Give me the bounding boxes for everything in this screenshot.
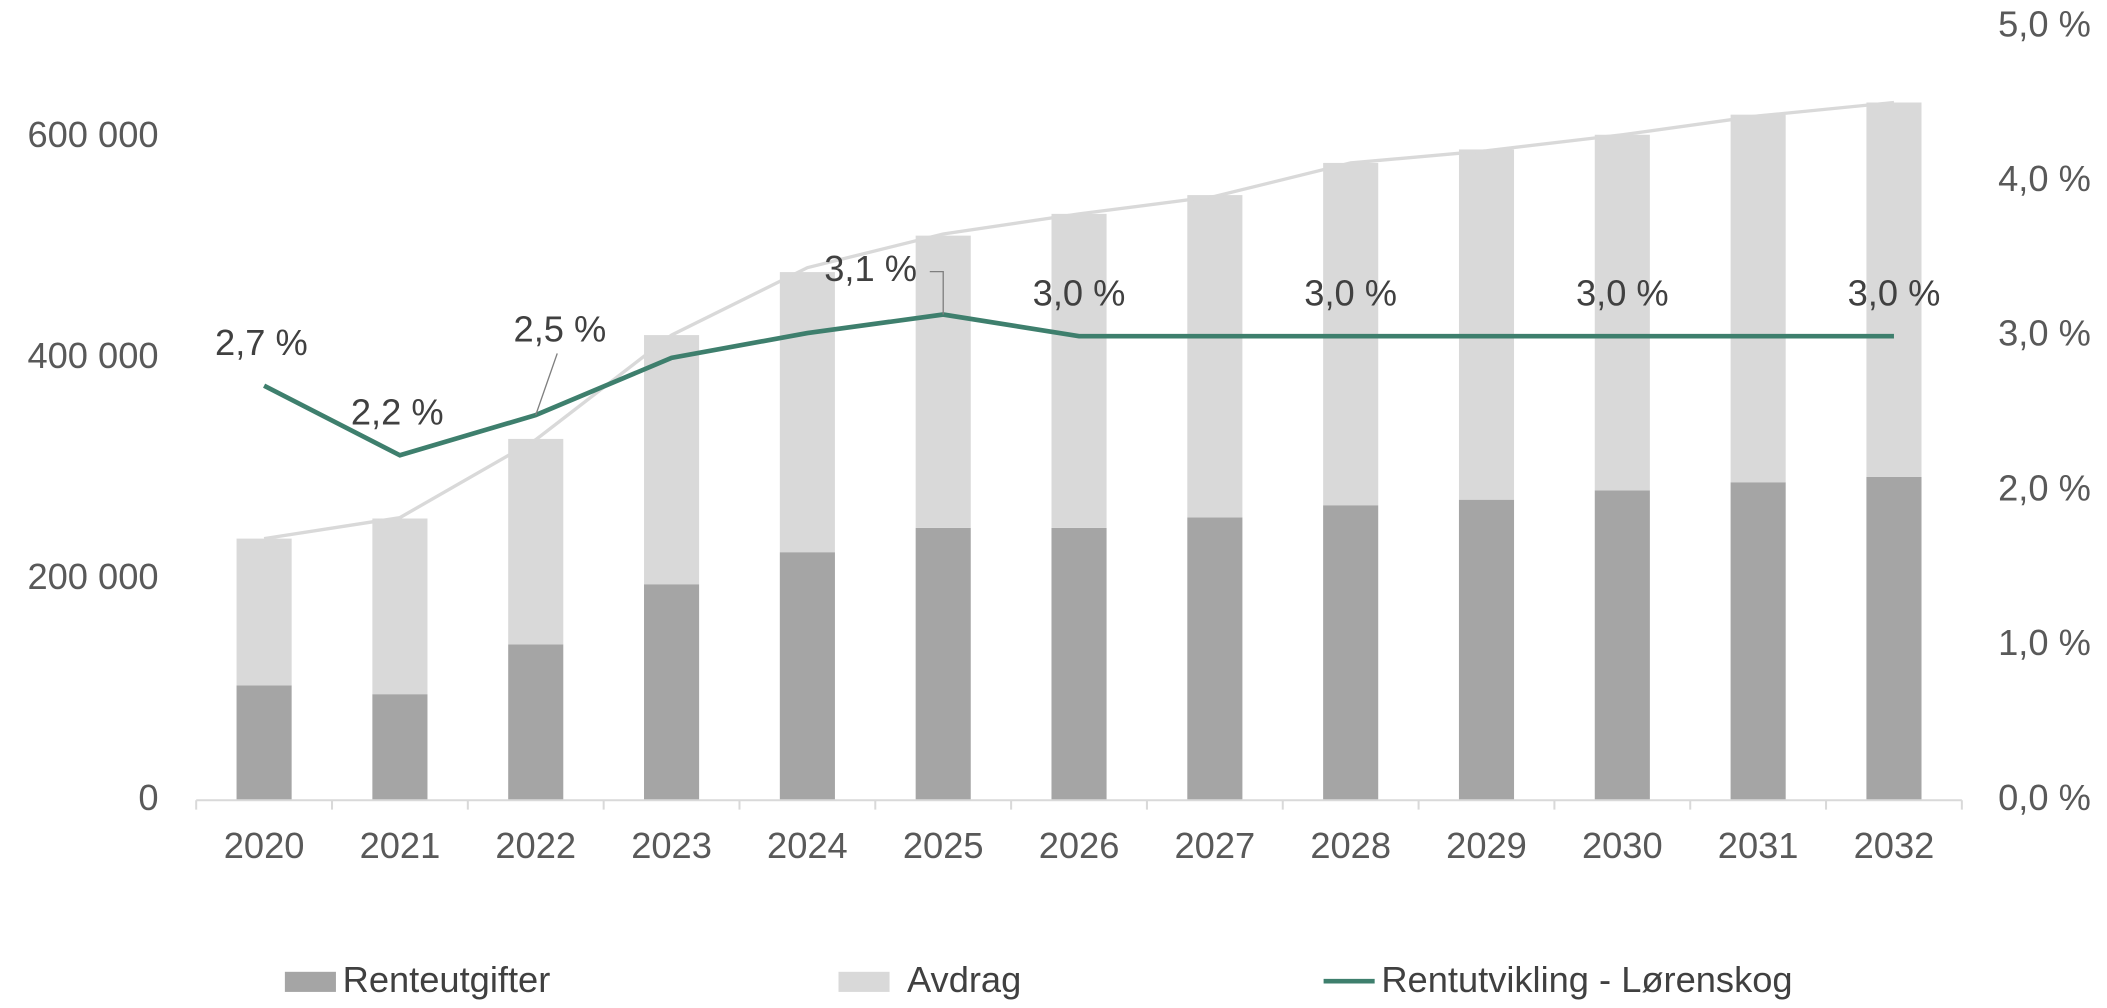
bar <box>508 438 564 645</box>
x-tick-label: 2020 <box>224 825 305 866</box>
y-tick-label: 200 000 <box>27 556 158 597</box>
bar <box>1458 149 1515 500</box>
data-label: 2,5 % <box>514 309 607 350</box>
data-label: 2,2 % <box>351 392 444 433</box>
total-line <box>263 100 1895 541</box>
legend-swatch <box>284 971 336 992</box>
x-tick-label: 2021 <box>360 825 441 866</box>
bar <box>1594 134 1650 491</box>
bar <box>1323 505 1379 801</box>
bar <box>1730 482 1786 801</box>
x-tick-label: 2026 <box>1039 825 1120 866</box>
legend-swatch <box>838 971 890 992</box>
x-tick-label: 2028 <box>1310 825 1391 866</box>
x-tick-label: 2029 <box>1446 825 1527 866</box>
y2-tick-label: 3,0 % <box>1998 313 2091 354</box>
legend-label: Avdrag <box>907 959 1021 1000</box>
legend-label: Renteutgifter <box>343 959 551 1000</box>
data-label: 3,1 % <box>824 248 917 289</box>
bar <box>644 335 700 585</box>
bar <box>1866 476 1922 801</box>
x-tick-label: 2032 <box>1854 825 1935 866</box>
bar <box>1866 102 1922 477</box>
x-tick-label: 2027 <box>1175 825 1256 866</box>
data-label: 2,7 % <box>215 322 308 363</box>
bar <box>236 538 292 686</box>
bar <box>1051 527 1107 801</box>
bar <box>236 685 292 801</box>
bar <box>779 272 835 553</box>
y2-tick-label: 1,0 % <box>1998 622 2091 663</box>
bar <box>779 552 835 801</box>
bar <box>1187 195 1243 518</box>
data-label: 3,0 % <box>1304 273 1397 314</box>
leader-line <box>535 353 558 416</box>
legend-label: Rentutvikling - Lørenskog <box>1381 959 1792 1000</box>
x-tick-label: 2022 <box>495 825 576 866</box>
y-tick-label: 400 000 <box>27 335 158 376</box>
bar <box>1187 517 1243 801</box>
data-label: 3,0 % <box>1848 273 1941 314</box>
bar <box>1458 499 1515 801</box>
x-tick-label: 2024 <box>767 825 848 866</box>
bar <box>508 644 564 801</box>
y2-tick-label: 0,0 % <box>1998 777 2091 818</box>
y-tick-label: 600 000 <box>27 114 158 155</box>
bar <box>372 518 428 695</box>
leader-line <box>929 270 944 315</box>
x-tick-label: 2025 <box>903 825 984 866</box>
data-label: 3,0 % <box>1033 273 1126 314</box>
data-label: 3,0 % <box>1576 273 1669 314</box>
bar <box>372 694 428 801</box>
bar <box>1730 114 1786 483</box>
y-tick-label: 0 <box>138 777 158 818</box>
x-tick-label: 2031 <box>1718 825 1799 866</box>
y2-tick-label: 2,0 % <box>1998 467 2091 508</box>
bar <box>1594 490 1650 801</box>
bar <box>915 527 971 801</box>
y2-tick-label: 5,0 % <box>1998 3 2091 44</box>
x-tick-label: 2030 <box>1582 825 1663 866</box>
x-tick-label: 2023 <box>631 825 712 866</box>
bar <box>1051 213 1107 528</box>
bar <box>644 584 700 801</box>
y2-tick-label: 4,0 % <box>1998 158 2091 199</box>
